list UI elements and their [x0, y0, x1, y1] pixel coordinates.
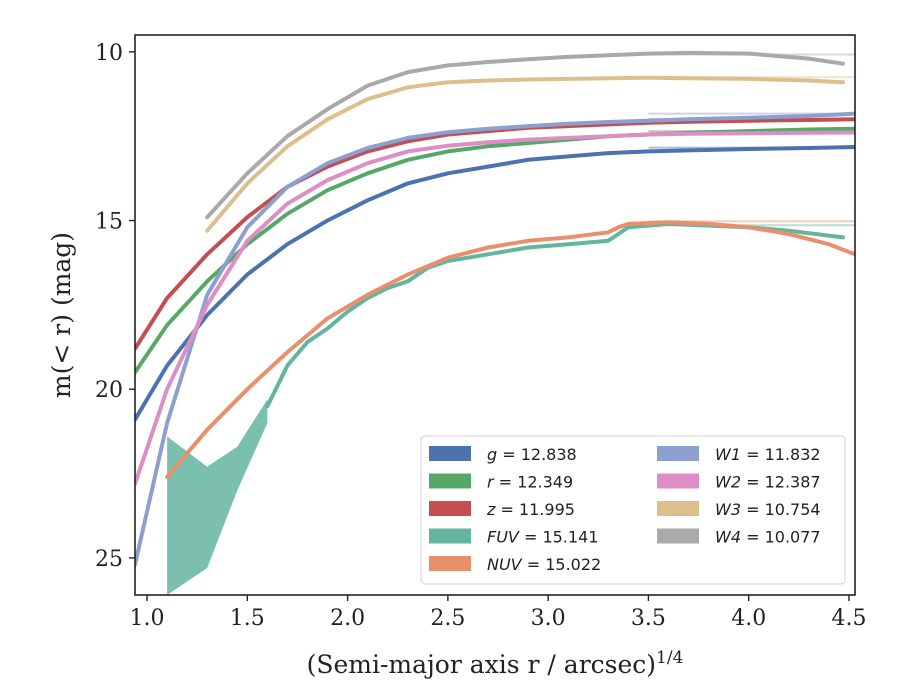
legend-swatch-nuv — [429, 556, 471, 571]
x-tick-label: 4.0 — [731, 606, 766, 631]
legend-label-w3: W3 = 10.754 — [715, 500, 821, 519]
legend-swatch-w1 — [657, 446, 699, 461]
y-axis: 10 15 20 25 — [95, 41, 135, 572]
legend-label-w2: W2 = 12.387 — [715, 473, 821, 492]
series-layer — [135, 50, 855, 595]
legend-label-nuv: NUV = 15.022 — [487, 555, 601, 574]
series-nuv-line — [165, 220, 855, 479]
x-tick-label: 4.5 — [831, 606, 866, 631]
series-g-line — [135, 145, 855, 422]
legend-label-w1: W1 = 11.832 — [715, 445, 821, 464]
legend: g = 12.838 r = 12.349 z = 11.995 FUV = 15.1… — [420, 435, 846, 585]
legend-label-z: z = 11.995 — [486, 500, 575, 519]
series-w2-line — [135, 130, 855, 486]
series-w3-line — [205, 75, 845, 233]
x-axis: 1.0 1.5 2.0 2.5 3.0 3.5 4.0 4.5 — [130, 595, 866, 631]
x-axis-title: (Semi-major axis r / arcsec)1/4 — [307, 648, 684, 679]
x-tick-label: 2.5 — [430, 606, 465, 631]
legend-swatch-g — [429, 446, 471, 461]
legend-frame — [420, 435, 846, 585]
series-w4-line — [205, 50, 845, 220]
plot-frame — [134, 34, 856, 596]
legend-label-w4: W4 = 10.077 — [715, 528, 821, 547]
x-axis-title-superscript: 1/4 — [656, 648, 683, 668]
y-tick-label: 25 — [95, 547, 123, 572]
x-tick-label: 1.5 — [230, 606, 265, 631]
y-tick-label: 10 — [95, 41, 123, 66]
legend-swatch-w3 — [657, 501, 699, 516]
y-tick-label: 15 — [95, 210, 123, 235]
legend-label-g: g = 12.838 — [487, 445, 577, 464]
x-tick-label: 3.0 — [531, 606, 566, 631]
x-tick-label: 1.0 — [130, 606, 165, 631]
legend-swatch-fuv — [429, 528, 471, 544]
series-z-line — [135, 117, 855, 351]
legend-label-r: r = 12.349 — [487, 473, 573, 492]
legend-swatch-w2 — [657, 473, 699, 489]
x-tick-label: 2.0 — [330, 606, 365, 631]
series-w2-model-line — [135, 131, 855, 485]
x-tick-label: 3.5 — [631, 606, 666, 631]
series-w3-model-line — [206, 76, 844, 232]
legend-label-fuv: FUV = 15.141 — [487, 528, 598, 547]
y-axis-title: m(< r) (mag) — [47, 232, 76, 398]
legend-swatch-r — [429, 473, 471, 489]
series-fuv-uncertainty-band — [167, 399, 268, 595]
series-w1-line — [135, 111, 855, 567]
legend-swatch-z — [429, 501, 471, 516]
y-tick-label: 20 — [95, 378, 123, 403]
series-fuv-model-line — [266, 222, 844, 407]
series-fuv-line — [265, 221, 845, 409]
legend-swatch-w4 — [657, 528, 699, 544]
